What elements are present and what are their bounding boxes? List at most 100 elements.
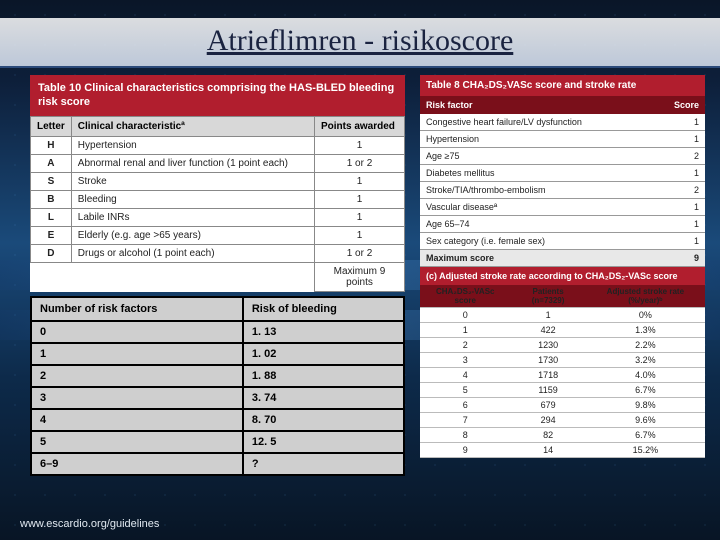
table-row: Age 65–741: [420, 216, 705, 233]
table-cell: 4: [420, 368, 510, 383]
table-cell: Age ≥75: [420, 148, 665, 165]
table-cell: 9.8%: [586, 398, 705, 413]
table-row: 010%: [420, 308, 705, 323]
table-row: BBleeding1: [31, 190, 405, 208]
table-cell: 1: [665, 216, 705, 233]
table-row: 72949.6%: [420, 413, 705, 428]
table-cell: 2: [665, 182, 705, 199]
table-row: 11. 02: [31, 343, 404, 365]
table-cell: 0: [420, 308, 510, 323]
table-cell: Hypertension: [420, 131, 665, 148]
table-cell: 1 or 2: [315, 244, 405, 262]
table-cell: L: [31, 208, 72, 226]
table-cell: 0%: [586, 308, 705, 323]
table-row: 66799.8%: [420, 398, 705, 413]
table-cell: 3.2%: [586, 353, 705, 368]
table-cell: Drugs or alcohol (1 point each): [71, 244, 314, 262]
table10-col-1: Clinical characteristicª: [71, 116, 314, 136]
table-cell: A: [31, 154, 72, 172]
table-cell: 9.6%: [586, 413, 705, 428]
table-row: Diabetes mellitus1: [420, 165, 705, 182]
table-row: HHypertension1: [31, 136, 405, 154]
table-row: 14221.3%: [420, 323, 705, 338]
table-cell: 1: [665, 131, 705, 148]
table10-title: Table 10 Clinical characteristics compri…: [30, 75, 405, 116]
table-cell: 5: [420, 383, 510, 398]
table-row: Vascular diseaseª1: [420, 199, 705, 216]
table-cell: Vascular diseaseª: [420, 199, 665, 216]
table-row: 512. 5: [31, 431, 404, 453]
table-cell: 1: [665, 165, 705, 182]
table-cell: 1. 13: [243, 321, 404, 343]
table-row: 01. 13: [31, 321, 404, 343]
table-cell: 12. 5: [243, 431, 404, 453]
table-cell: 3. 74: [243, 387, 404, 409]
table-cell: 1: [315, 208, 405, 226]
table-cell: 14: [510, 443, 585, 458]
table-cell: ?: [243, 453, 404, 475]
table-cell: Labile INRs: [71, 208, 314, 226]
risk-col-1: Risk of bleeding: [243, 297, 404, 321]
table8c-col-1: Patients (n=7329): [510, 285, 585, 308]
table-row: AAbnormal renal and liver function (1 po…: [31, 154, 405, 172]
table-cell: Abnormal renal and liver function (1 poi…: [71, 154, 314, 172]
table-cell: 8. 70: [243, 409, 404, 431]
table-row: 212302.2%: [420, 338, 705, 353]
table-cell: 0: [31, 321, 243, 343]
table-cell: 7: [420, 413, 510, 428]
table-cell: 4: [31, 409, 243, 431]
table-row: Congestive heart failure/LV dysfunction1: [420, 114, 705, 131]
table-cell: 1: [315, 226, 405, 244]
table-row: EElderly (e.g. age >65 years)1: [31, 226, 405, 244]
table-cell: 15.2%: [586, 443, 705, 458]
table-row: Stroke/TIA/thrombo-embolism2: [420, 182, 705, 199]
table-cell: S: [31, 172, 72, 190]
table8-header-right: Score: [674, 100, 699, 110]
table-cell: 1: [665, 114, 705, 131]
table-row: 33. 74: [31, 387, 404, 409]
table-cell: 2.2%: [586, 338, 705, 353]
table-cell: 1. 02: [243, 343, 404, 365]
table-cell: 6.7%: [586, 428, 705, 443]
table10-col-2: Points awarded: [315, 116, 405, 136]
table-row: Sex category (i.e. female sex)1: [420, 233, 705, 250]
table8: Congestive heart failure/LV dysfunction1…: [420, 114, 705, 267]
table-row: 48. 70: [31, 409, 404, 431]
table-row: Hypertension1: [420, 131, 705, 148]
table-cell: 6: [420, 398, 510, 413]
table-row: 417184.0%: [420, 368, 705, 383]
table-cell: 1: [510, 308, 585, 323]
table-row: 8826.7%: [420, 428, 705, 443]
table-cell: 8: [420, 428, 510, 443]
table8-header: Risk factor Score: [420, 96, 705, 114]
table-cell: 9: [420, 443, 510, 458]
table-cell: 82: [510, 428, 585, 443]
table-row: DDrugs or alcohol (1 point each)1 or 2: [31, 244, 405, 262]
table-cell: 1230: [510, 338, 585, 353]
table-cell: Congestive heart failure/LV dysfunction: [420, 114, 665, 131]
table-cell: E: [31, 226, 72, 244]
table-cell: Stroke/TIA/thrombo-embolism: [420, 182, 665, 199]
table8c-col-2: Adjusted stroke rate (%/year)ᵇ: [586, 285, 705, 308]
table-cell: 1: [315, 136, 405, 154]
table-cell: H: [31, 136, 72, 154]
table-cell: 679: [510, 398, 585, 413]
source-url: www.escardio.org/guidelines: [20, 518, 159, 530]
table8c: CHA₂DS₂-VASc score Patients (n=7329) Adj…: [420, 285, 705, 458]
table-row: LLabile INRs1: [31, 208, 405, 226]
table-cell: 1718: [510, 368, 585, 383]
table-cell: Hypertension: [71, 136, 314, 154]
table-row: Age ≥752: [420, 148, 705, 165]
table8-max-label: Maximum score: [420, 250, 665, 267]
table-row: 91415.2%: [420, 443, 705, 458]
table10-col-0: Letter: [31, 116, 72, 136]
table-cell: 1: [420, 323, 510, 338]
table-row: 6–9?: [31, 453, 404, 475]
risk-col-0: Number of risk factors: [31, 297, 243, 321]
table8-max-value: 9: [665, 250, 705, 267]
table10: Letter Clinical characteristicª Points a…: [30, 116, 405, 292]
table-cell: 1: [315, 172, 405, 190]
table-cell: 4.0%: [586, 368, 705, 383]
table-row: 21. 88: [31, 365, 404, 387]
table-cell: 3: [420, 353, 510, 368]
